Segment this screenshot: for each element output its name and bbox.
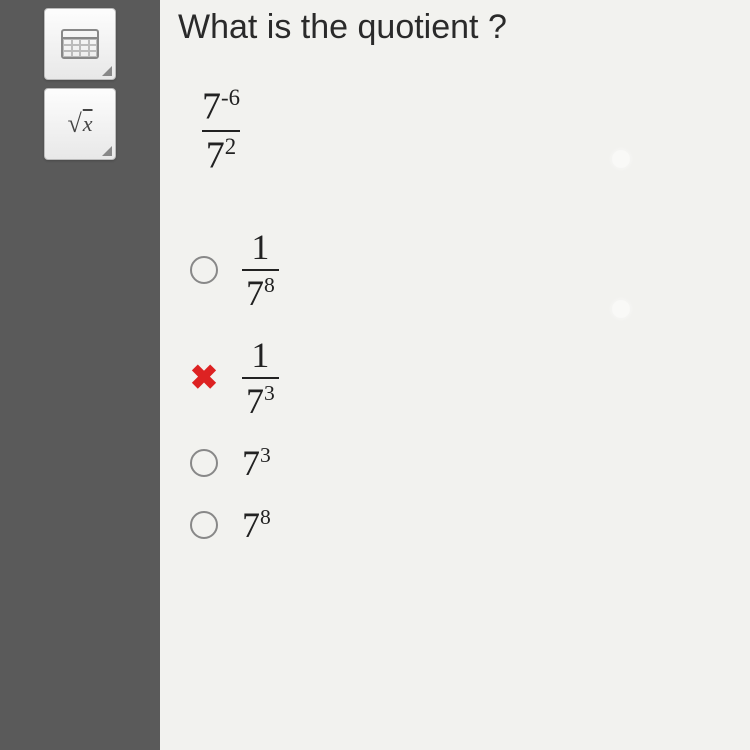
- option-a[interactable]: 1 78: [190, 229, 732, 311]
- option-c[interactable]: 73: [190, 445, 732, 481]
- question-expression: 7-6 72: [198, 87, 732, 174]
- option-d[interactable]: 78: [190, 507, 732, 543]
- radio-d[interactable]: [190, 511, 218, 539]
- glare-dot: [612, 150, 630, 168]
- glare-dot: [612, 300, 630, 318]
- option-b-value: 1 73: [242, 337, 279, 419]
- expr-num-base: 7: [202, 86, 221, 128]
- expr-num-exp: -6: [221, 85, 240, 110]
- option-a-value: 1 78: [242, 229, 279, 311]
- sqrt-icon: √x: [67, 109, 92, 139]
- option-d-value: 78: [242, 507, 271, 543]
- expr-den-base: 7: [206, 134, 225, 176]
- option-b[interactable]: ✖ 1 73: [190, 337, 732, 419]
- radio-a[interactable]: [190, 256, 218, 284]
- radio-c[interactable]: [190, 449, 218, 477]
- question-prompt: What is the quotient ?: [178, 8, 732, 47]
- option-c-value: 73: [242, 445, 271, 481]
- expr-den-exp: 2: [225, 134, 236, 159]
- equation-editor-button[interactable]: √x: [44, 88, 116, 160]
- calculator-button[interactable]: [44, 8, 116, 80]
- tool-sidebar: √x: [0, 0, 160, 750]
- wrong-icon: ✖: [190, 364, 218, 392]
- question-panel: What is the quotient ? 7-6 72 1 78 ✖ 1 7…: [160, 0, 750, 750]
- calculator-icon: [61, 29, 99, 59]
- answer-options: 1 78 ✖ 1 73 73 78: [190, 229, 732, 543]
